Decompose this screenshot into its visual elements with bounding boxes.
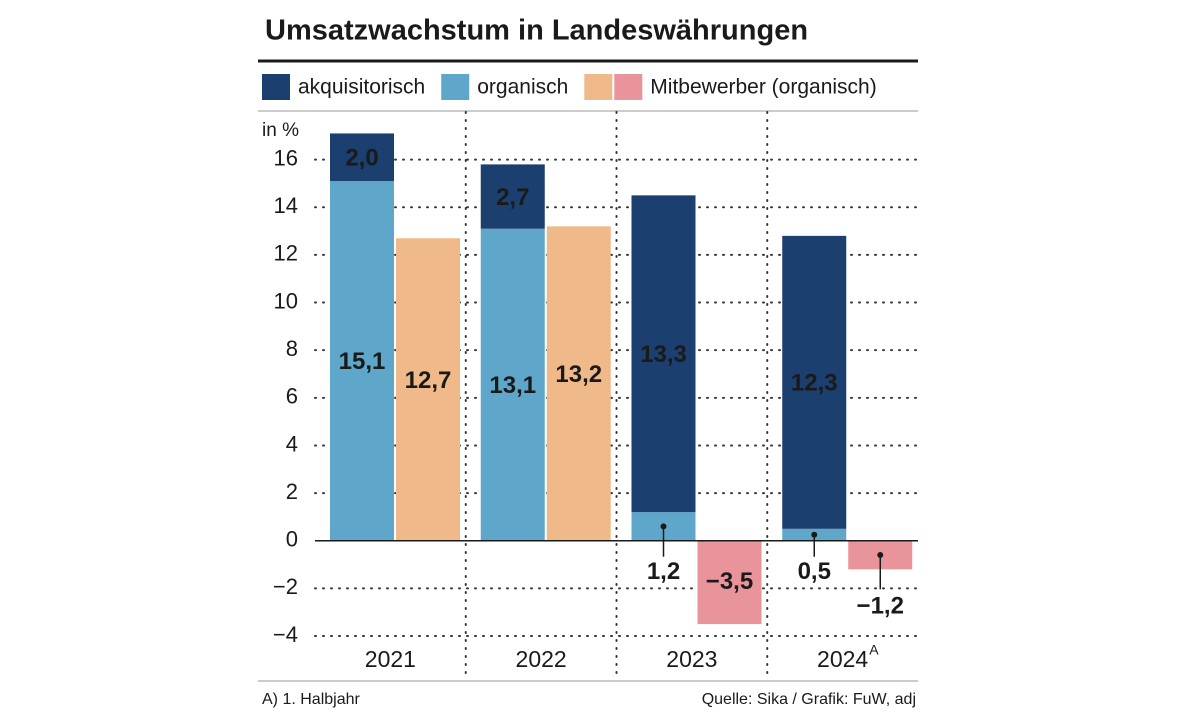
value-label: 12,7 [405,367,452,394]
bar [782,235,847,529]
label-dot [877,552,884,559]
legend-swatch [614,74,643,100]
value-label: 0,5 [798,558,831,585]
bar [631,195,696,513]
bar [330,181,394,541]
y-tick-label: 8 [286,336,298,361]
x-tick-label: 2024 [817,646,868,672]
source: Quelle: Sika / Grafik: FuW, adj [702,691,916,708]
y-tick-label: 4 [286,431,298,456]
y-tick-label: 16 [274,145,298,170]
value-label: 13,2 [555,361,602,388]
x-tick-label: 2023 [666,646,717,672]
y-tick-label: −2 [273,574,298,599]
y-tick-label: −4 [273,622,298,647]
footnote: A) 1. Halbjahr [262,691,360,708]
label-dot [660,523,667,530]
y-tick-label: 0 [286,527,298,552]
value-label: 15,1 [339,348,386,375]
y-tick-label: 14 [274,193,298,218]
bar [396,238,460,541]
y-tick-label: 6 [286,384,298,409]
legend-swatch [584,74,613,100]
y-tick-label: 12 [274,241,298,266]
label-dot [811,531,818,538]
value-label: −1,2 [857,593,904,620]
bar [480,164,545,229]
x-tick-superscript: A [869,642,879,658]
value-label: 2,0 [345,145,378,172]
x-tick-label: 2022 [516,646,567,672]
chart-title: Umsatzwachstum in Landeswährungen [265,15,808,47]
value-label: 1,2 [647,558,680,585]
y-tick-label: 2 [286,479,298,504]
y-tick-label: 10 [274,288,298,313]
value-label: 12,3 [791,370,838,397]
value-label: 13,3 [640,341,687,368]
y-unit-label: in % [262,120,299,141]
value-label: 13,1 [489,372,536,399]
legend-label: organisch [477,76,568,99]
bar [546,226,611,541]
value-label: −3,5 [706,568,753,595]
legend-label: akquisitorisch [298,76,425,99]
bar [480,228,545,541]
bar [697,540,762,625]
value-label: 2,7 [496,184,529,211]
x-tick-label: 2021 [365,646,416,672]
legend-swatch [441,74,470,100]
bar [330,133,394,182]
legend-swatch [262,74,290,100]
legend-label: Mitbewerber (organisch) [650,76,876,99]
